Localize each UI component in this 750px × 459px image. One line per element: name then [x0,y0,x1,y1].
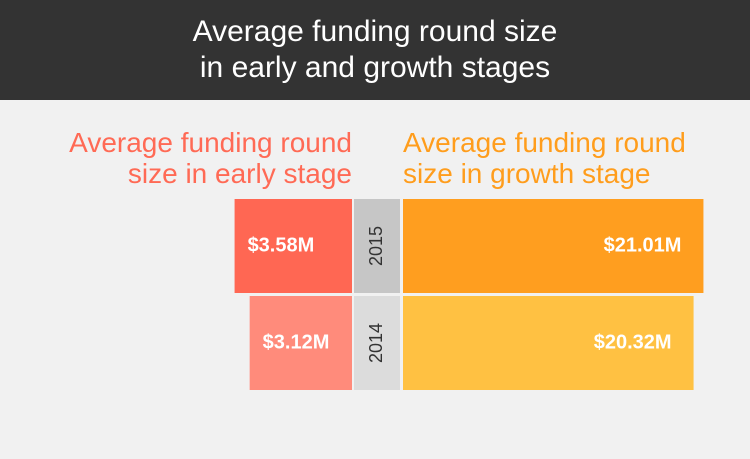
value-label: $3.12M [263,331,330,353]
year-box [354,296,400,390]
bar [249,296,352,390]
bar [234,199,352,293]
value-label: $20.32M [594,331,672,353]
bar [403,199,704,293]
bar [403,296,694,390]
year-label: 2015 [366,226,386,266]
chart-title: Average funding round size in early and … [192,15,558,84]
legend-right: Average funding round size in growth sta… [403,127,686,189]
title-bar [0,0,750,100]
legend-left: Average funding round size in early stag… [69,127,352,189]
value-label: $21.01M [604,234,682,256]
value-label: $3.58M [248,234,315,256]
year-label: 2014 [366,323,386,363]
year-box [354,199,400,293]
